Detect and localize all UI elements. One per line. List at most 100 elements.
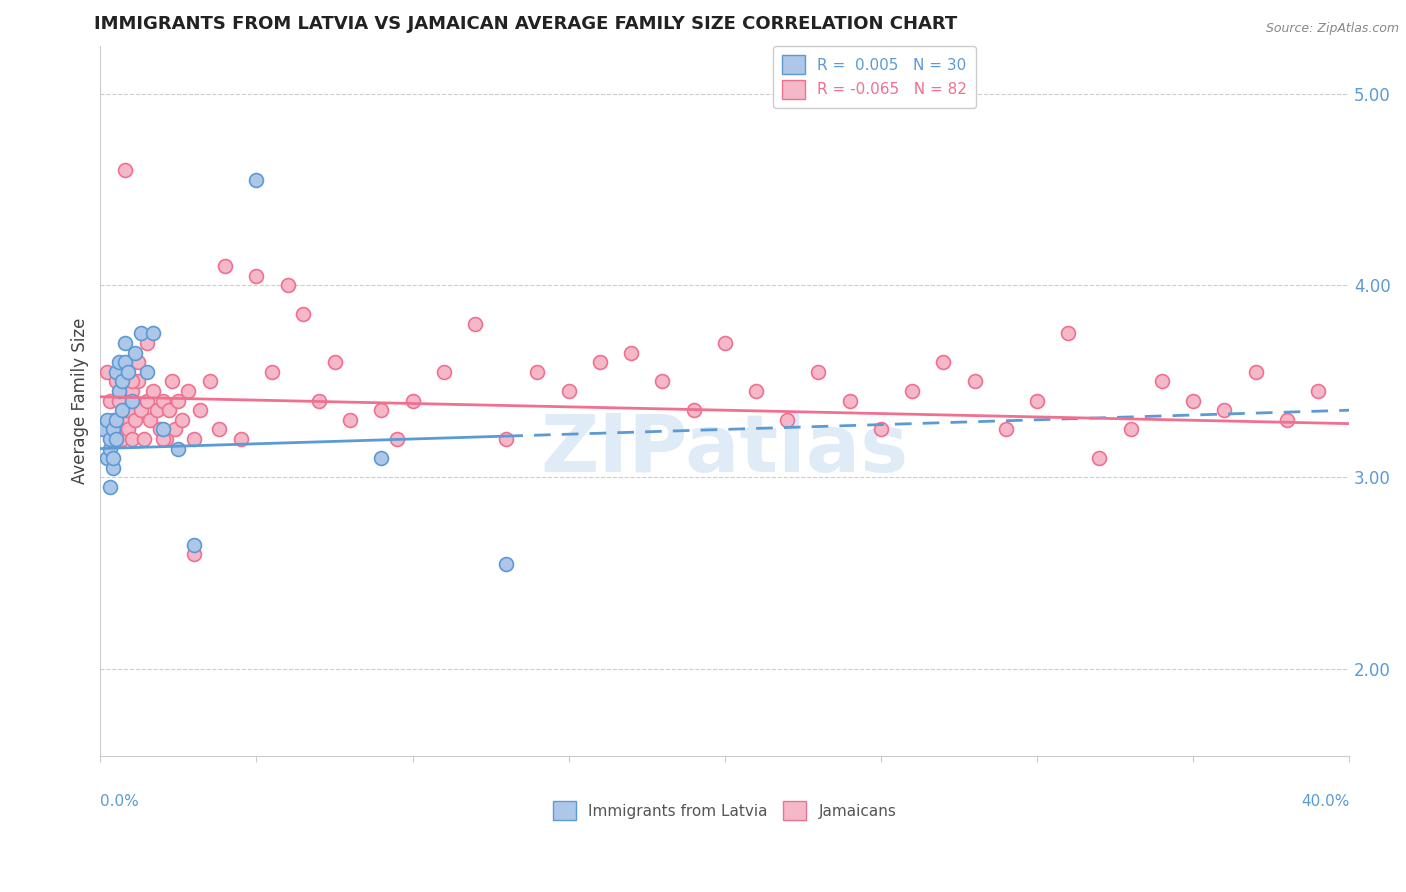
Point (1244, 365, 1267, 379)
Text: IMMIGRANTS FROM LATVIA VS JAMAICAN AVERAGE FAMILY SIZE CORRELATION CHART: IMMIGRANTS FROM LATVIA VS JAMAICAN AVERA… (94, 15, 957, 33)
Point (1150, 375, 1173, 389)
Point (994, 422, 1017, 436)
Point (136, 393, 159, 408)
Point (385, 432, 408, 446)
Point (155, 432, 177, 446)
Point (464, 317, 486, 331)
Point (526, 365, 548, 379)
Point (167, 442, 190, 456)
Point (111, 413, 134, 427)
Point (101, 422, 124, 436)
Point (136, 336, 159, 351)
Point (214, 260, 236, 274)
Point (121, 375, 143, 389)
Point (183, 432, 205, 446)
Point (111, 403, 134, 417)
Point (117, 403, 139, 417)
Point (682, 403, 704, 417)
Point (98, 432, 121, 446)
Text: 40.0%: 40.0% (1301, 795, 1350, 809)
Point (127, 355, 149, 369)
Point (136, 365, 159, 379)
Y-axis label: Average Family Size: Average Family Size (72, 318, 89, 483)
Point (152, 393, 174, 408)
Point (149, 422, 172, 436)
Point (129, 326, 152, 341)
Point (183, 537, 205, 551)
Point (124, 413, 146, 427)
Point (198, 375, 221, 389)
Point (323, 355, 346, 369)
Point (127, 375, 149, 389)
Point (124, 345, 146, 359)
Point (870, 422, 893, 436)
Point (370, 403, 392, 417)
Point (108, 355, 131, 369)
Point (433, 365, 456, 379)
Point (121, 432, 143, 446)
Point (277, 278, 299, 293)
Point (104, 375, 127, 389)
Point (208, 422, 231, 436)
Point (114, 355, 136, 369)
Point (776, 413, 799, 427)
Point (93, 422, 115, 436)
Point (104, 365, 127, 379)
Point (104, 413, 127, 427)
Point (245, 173, 267, 187)
Point (98, 480, 121, 494)
Text: ZIPatlas: ZIPatlas (541, 411, 908, 490)
Point (1213, 403, 1236, 417)
Point (129, 403, 152, 417)
Point (557, 384, 579, 398)
Point (963, 375, 986, 389)
Point (170, 413, 193, 427)
Point (101, 451, 124, 466)
Point (589, 355, 612, 369)
Point (651, 375, 673, 389)
Point (101, 460, 124, 475)
Point (104, 432, 127, 446)
Point (96, 451, 118, 466)
Point (1057, 326, 1080, 341)
Point (117, 365, 139, 379)
Point (807, 365, 830, 379)
Point (165, 422, 187, 436)
Point (152, 422, 174, 436)
Legend: Immigrants from Latvia, Jamaicans: Immigrants from Latvia, Jamaicans (547, 795, 903, 826)
Point (495, 557, 517, 571)
Point (114, 403, 136, 417)
Point (245, 268, 267, 283)
Point (121, 384, 143, 398)
Point (183, 547, 205, 561)
Point (98, 442, 121, 456)
Point (145, 403, 167, 417)
Point (1182, 393, 1205, 408)
Point (901, 384, 924, 398)
Point (157, 403, 180, 417)
Point (114, 336, 136, 351)
Point (229, 432, 252, 446)
Point (132, 432, 155, 446)
Point (177, 384, 200, 398)
Point (117, 422, 139, 436)
Point (152, 432, 174, 446)
Point (139, 413, 162, 427)
Point (838, 393, 860, 408)
Point (370, 451, 392, 466)
Point (114, 163, 136, 178)
Point (121, 393, 143, 408)
Point (111, 375, 134, 389)
Point (932, 355, 955, 369)
Point (142, 326, 165, 341)
Point (101, 413, 124, 427)
Point (292, 307, 315, 321)
Point (111, 432, 134, 446)
Point (401, 393, 423, 408)
Point (142, 384, 165, 398)
Point (339, 413, 361, 427)
Point (495, 432, 517, 446)
Point (1026, 393, 1049, 408)
Text: 0.0%: 0.0% (100, 795, 139, 809)
Point (1119, 422, 1142, 436)
